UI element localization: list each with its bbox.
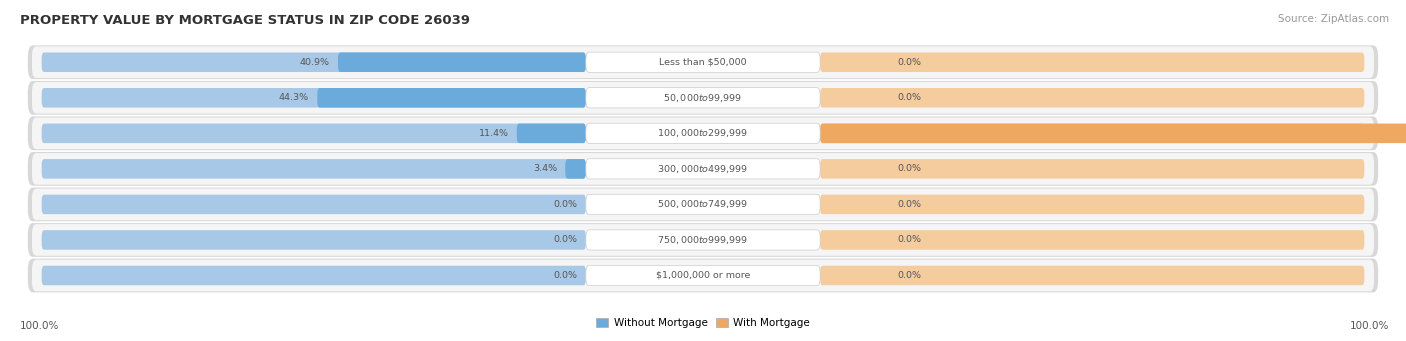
FancyBboxPatch shape bbox=[820, 123, 1406, 143]
FancyBboxPatch shape bbox=[565, 159, 586, 179]
Text: 40.9%: 40.9% bbox=[299, 58, 329, 67]
Text: PROPERTY VALUE BY MORTGAGE STATUS IN ZIP CODE 26039: PROPERTY VALUE BY MORTGAGE STATUS IN ZIP… bbox=[20, 14, 470, 27]
Text: $300,000 to $499,999: $300,000 to $499,999 bbox=[658, 163, 748, 175]
FancyBboxPatch shape bbox=[42, 159, 586, 179]
Text: 0.0%: 0.0% bbox=[897, 271, 921, 280]
Text: 100.0%: 100.0% bbox=[1350, 321, 1389, 331]
FancyBboxPatch shape bbox=[318, 88, 586, 107]
FancyBboxPatch shape bbox=[820, 53, 1364, 72]
Text: Source: ZipAtlas.com: Source: ZipAtlas.com bbox=[1278, 14, 1389, 24]
FancyBboxPatch shape bbox=[586, 88, 820, 108]
Text: 0.0%: 0.0% bbox=[897, 200, 921, 209]
FancyBboxPatch shape bbox=[586, 123, 820, 144]
FancyBboxPatch shape bbox=[42, 266, 586, 285]
FancyBboxPatch shape bbox=[32, 260, 1374, 291]
FancyBboxPatch shape bbox=[32, 224, 1374, 256]
FancyBboxPatch shape bbox=[28, 223, 1378, 257]
FancyBboxPatch shape bbox=[586, 194, 820, 214]
FancyBboxPatch shape bbox=[820, 88, 1364, 107]
FancyBboxPatch shape bbox=[32, 118, 1374, 149]
Text: 44.3%: 44.3% bbox=[278, 93, 309, 102]
FancyBboxPatch shape bbox=[42, 195, 586, 214]
FancyBboxPatch shape bbox=[32, 82, 1374, 114]
FancyBboxPatch shape bbox=[28, 81, 1378, 115]
Text: 0.0%: 0.0% bbox=[897, 93, 921, 102]
Text: 11.4%: 11.4% bbox=[478, 129, 509, 138]
FancyBboxPatch shape bbox=[28, 188, 1378, 221]
FancyBboxPatch shape bbox=[28, 152, 1378, 186]
Text: $1,000,000 or more: $1,000,000 or more bbox=[655, 271, 751, 280]
Text: $750,000 to $999,999: $750,000 to $999,999 bbox=[658, 234, 748, 246]
FancyBboxPatch shape bbox=[42, 230, 586, 250]
FancyBboxPatch shape bbox=[42, 88, 586, 107]
Text: 0.0%: 0.0% bbox=[554, 271, 578, 280]
FancyBboxPatch shape bbox=[820, 159, 1364, 179]
Text: 0.0%: 0.0% bbox=[554, 200, 578, 209]
Legend: Without Mortgage, With Mortgage: Without Mortgage, With Mortgage bbox=[592, 314, 814, 332]
FancyBboxPatch shape bbox=[586, 52, 820, 72]
Text: 0.0%: 0.0% bbox=[897, 58, 921, 67]
FancyBboxPatch shape bbox=[586, 159, 820, 179]
FancyBboxPatch shape bbox=[820, 266, 1364, 285]
FancyBboxPatch shape bbox=[32, 46, 1374, 78]
FancyBboxPatch shape bbox=[820, 195, 1364, 214]
Text: $500,000 to $749,999: $500,000 to $749,999 bbox=[658, 198, 748, 210]
Text: 0.0%: 0.0% bbox=[897, 235, 921, 244]
FancyBboxPatch shape bbox=[820, 123, 1364, 143]
FancyBboxPatch shape bbox=[586, 230, 820, 250]
FancyBboxPatch shape bbox=[28, 45, 1378, 79]
FancyBboxPatch shape bbox=[28, 258, 1378, 292]
FancyBboxPatch shape bbox=[517, 123, 586, 143]
Text: 0.0%: 0.0% bbox=[897, 164, 921, 173]
FancyBboxPatch shape bbox=[32, 153, 1374, 185]
FancyBboxPatch shape bbox=[42, 123, 586, 143]
FancyBboxPatch shape bbox=[337, 53, 586, 72]
Text: $100,000 to $299,999: $100,000 to $299,999 bbox=[658, 127, 748, 139]
FancyBboxPatch shape bbox=[820, 230, 1364, 250]
Text: $50,000 to $99,999: $50,000 to $99,999 bbox=[664, 92, 742, 104]
Text: Less than $50,000: Less than $50,000 bbox=[659, 58, 747, 67]
FancyBboxPatch shape bbox=[42, 53, 586, 72]
Text: 100.0%: 100.0% bbox=[20, 321, 59, 331]
Text: 3.4%: 3.4% bbox=[533, 164, 557, 173]
Text: 0.0%: 0.0% bbox=[554, 235, 578, 244]
FancyBboxPatch shape bbox=[28, 116, 1378, 150]
FancyBboxPatch shape bbox=[586, 265, 820, 286]
FancyBboxPatch shape bbox=[32, 189, 1374, 220]
